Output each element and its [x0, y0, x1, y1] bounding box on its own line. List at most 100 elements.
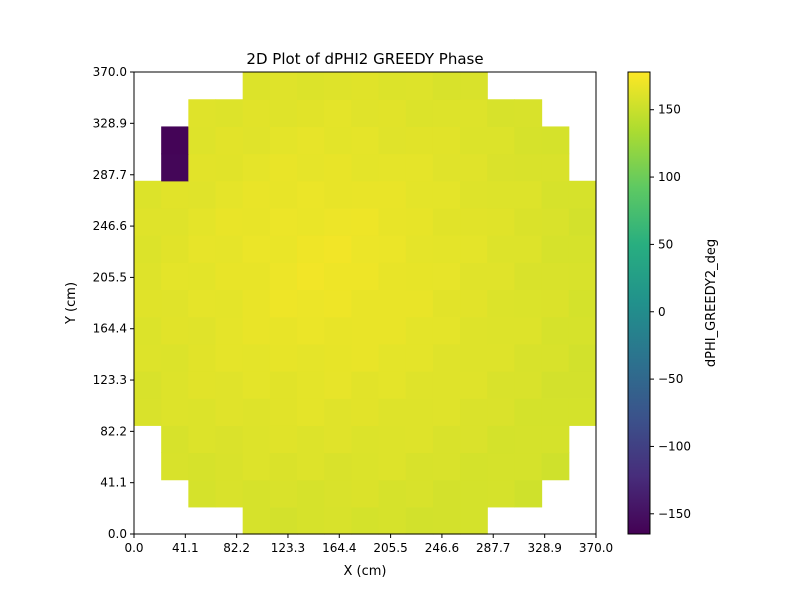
- heatmap-cell: [432, 180, 461, 209]
- heatmap-cell: [215, 316, 244, 345]
- heatmap-cell: [460, 126, 488, 155]
- heatmap-cell: [297, 316, 325, 345]
- heatmap-cell: [188, 398, 217, 426]
- heatmap-cell: [487, 343, 515, 372]
- x-axis-label: X (cm): [344, 564, 387, 579]
- heatmap-cell: [487, 235, 515, 263]
- heatmap-cell: [432, 425, 461, 454]
- heatmap-cell: [351, 370, 380, 399]
- y-tick-label: 123.3: [93, 373, 127, 387]
- heatmap-cell: [541, 425, 570, 454]
- heatmap-cell: [297, 398, 325, 426]
- heatmap-cell: [541, 316, 570, 345]
- heatmap-cell: [324, 235, 352, 263]
- heatmap-cell: [460, 153, 488, 182]
- heatmap-cell: [134, 370, 162, 399]
- heatmap-cell: [215, 153, 244, 182]
- heatmap-cell: [568, 262, 597, 291]
- heatmap-cell: [378, 289, 407, 318]
- heatmap-cell: [324, 506, 352, 535]
- heatmap-cell: [351, 289, 380, 318]
- heatmap-cell: [297, 425, 325, 454]
- heatmap-cell: [242, 99, 271, 128]
- heatmap-cell: [541, 153, 570, 182]
- colorbar-ticks: 150 100 50 0 −50 −100 −150: [650, 103, 691, 521]
- heatmap-cell: [351, 316, 380, 345]
- heatmap-cell: [134, 180, 162, 209]
- heatmap-cell: [269, 343, 298, 372]
- heatmap-cell: [188, 370, 217, 399]
- heatmap-cell: [432, 126, 461, 155]
- heatmap-cell: [487, 425, 515, 454]
- heatmap-cell: [324, 452, 352, 481]
- heatmap-cell: [351, 506, 380, 535]
- heatmap-cell: [324, 398, 352, 426]
- heatmap-cell: [460, 452, 488, 481]
- heatmap-cell: [134, 343, 162, 372]
- heatmap-cell: [188, 452, 217, 481]
- heatmap-cell: [269, 126, 298, 155]
- heatmap-cell: [568, 370, 597, 399]
- heatmap-cell: [541, 343, 570, 372]
- heatmap-cell: [432, 72, 461, 100]
- heatmap-cell: [242, 207, 271, 236]
- heatmap-cell: [242, 289, 271, 318]
- heatmap-cell: [215, 235, 244, 263]
- colorbar-tick-label: −50: [658, 372, 683, 386]
- heatmap-cell: [432, 235, 461, 263]
- y-tick-label: 164.4: [93, 322, 127, 336]
- heatmap-cell: [487, 262, 515, 291]
- heatmap-cell: [188, 235, 217, 263]
- y-tick-label: 287.7: [93, 168, 127, 182]
- heatmap-cell: [215, 262, 244, 291]
- heatmap-cell: [269, 370, 298, 399]
- heatmap-cell: [188, 99, 217, 128]
- heatmap-cell: [487, 452, 515, 481]
- heatmap-cell: [242, 398, 271, 426]
- heatmap-cell: [215, 180, 244, 209]
- y-tick-label: 41.1: [100, 476, 127, 490]
- heatmap-cell: [134, 398, 162, 426]
- heatmap-cell: [324, 180, 352, 209]
- heatmap-cell: [514, 398, 543, 426]
- heatmap-cell: [405, 126, 434, 155]
- heatmap-cell: [161, 316, 189, 345]
- colorbar-tick-label: 50: [658, 237, 673, 251]
- heatmap-cell: [460, 289, 488, 318]
- colorbar-tick-label: 0: [658, 305, 666, 319]
- heatmap-cell: [297, 452, 325, 481]
- heatmap-cell: [405, 370, 434, 399]
- heatmap-cell: [541, 207, 570, 236]
- x-axis: 0.0 41.1 82.2 123.3 164.4 205.5 246.6 287.7 328.…: [124, 534, 613, 555]
- heatmap-cell: [460, 425, 488, 454]
- y-tick-label: 82.2: [100, 424, 127, 438]
- heatmap-cell: [215, 425, 244, 454]
- heatmap-cell: [188, 289, 217, 318]
- colorbar-label: dPHI_GREEDY2_deg: [704, 239, 719, 367]
- heatmap-cell: [514, 153, 543, 182]
- heatmap-cell: [351, 126, 380, 155]
- x-tick-label: 205.5: [373, 541, 407, 555]
- heatmap-cell: [161, 425, 189, 454]
- heatmap-cell: [487, 99, 515, 128]
- heatmap-cell: [351, 425, 380, 454]
- heatmap-cell: [242, 343, 271, 372]
- heatmap-cell: [378, 506, 407, 535]
- heatmap-cell: [324, 153, 352, 182]
- heatmap-cell: [242, 235, 271, 263]
- heatmap-cell: [297, 153, 325, 182]
- heatmap-cell: [432, 370, 461, 399]
- heatmap-cell: [351, 262, 380, 291]
- heatmap-cell: [460, 99, 488, 128]
- heatmap-cell: [188, 207, 217, 236]
- heatmap-cell: [405, 425, 434, 454]
- heatmap-cell: [514, 207, 543, 236]
- x-tick-label: 287.7: [476, 541, 510, 555]
- heatmap-cell: [269, 262, 298, 291]
- heatmap-cell: [134, 235, 162, 263]
- heatmap-cell: [351, 452, 380, 481]
- heatmap-cell: [487, 207, 515, 236]
- x-tick-label: 0.0: [124, 541, 143, 555]
- heatmap-cell: [487, 479, 515, 508]
- heatmap-cell: [269, 153, 298, 182]
